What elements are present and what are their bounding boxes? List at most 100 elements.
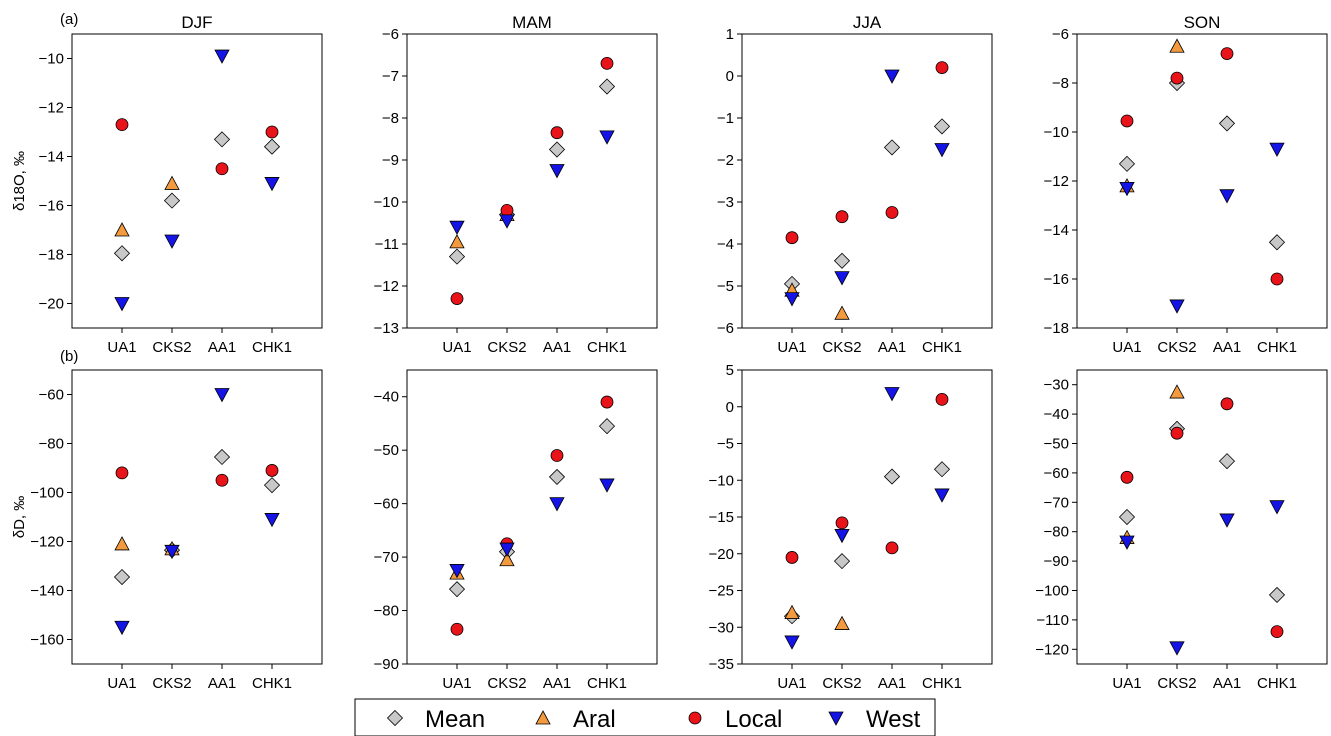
local-point — [550, 449, 564, 462]
local-point — [1270, 625, 1284, 639]
west-point — [599, 130, 615, 145]
local-point — [1120, 114, 1134, 128]
x-tick-label: CKS2 — [152, 675, 191, 692]
y-tick-label: −50 — [374, 442, 399, 459]
x-tick-label: UA1 — [107, 339, 136, 356]
mean-point — [548, 141, 566, 158]
x-tick-label: AA1 — [878, 675, 906, 692]
aral-point — [449, 234, 465, 249]
local-point — [1220, 47, 1234, 60]
y-tick-label: −160 — [30, 632, 64, 649]
panels: −20 −18 −16 −14 −12 −10 UA1 CKS2 AA1 CHK1 DJF δ18O,… — [11, 13, 1328, 692]
y-tick-label: −60 — [39, 387, 64, 404]
y-tick-label: −6 — [382, 26, 399, 43]
mean-point — [1268, 586, 1286, 603]
x-tick-label: CKS2 — [487, 675, 526, 692]
y-tick-label: −100 — [30, 485, 64, 502]
panel-a-1: −20 −18 −16 −14 −12 −10 UA1 CKS2 AA1 CHK1 DJF δ18O,… — [11, 13, 323, 356]
y-tick-label: −14 — [39, 149, 64, 166]
west-point — [549, 497, 565, 512]
mean-point — [833, 252, 851, 269]
local-point — [785, 231, 799, 245]
west-point — [884, 387, 900, 402]
y-tick-label: −70 — [374, 549, 399, 566]
y-tick-label: −10 — [374, 194, 399, 211]
y-tick-label: −20 — [709, 546, 734, 563]
y-tick-label: −5 — [717, 436, 734, 453]
y-tick-label: −15 — [709, 509, 734, 526]
y-tick-label: −140 — [30, 583, 64, 600]
y-tick-label: −80 — [39, 436, 64, 453]
y-tick-label: −7 — [382, 68, 399, 85]
legend-label-local: Local — [725, 706, 782, 733]
west-point — [1169, 641, 1185, 656]
west-point — [214, 49, 230, 64]
aral-point — [114, 536, 130, 551]
plot-frame — [1076, 33, 1328, 329]
x-tick-label: CKS2 — [1157, 339, 1196, 356]
legend-label-west: West — [866, 706, 921, 733]
west-point — [834, 271, 850, 286]
y-tick-label: −120 — [1035, 641, 1069, 658]
local-point — [450, 292, 464, 306]
local-point — [1120, 470, 1134, 484]
mean-point — [883, 139, 901, 156]
mean-point — [113, 245, 131, 262]
west-point — [549, 164, 565, 179]
local-point — [885, 206, 899, 219]
mean-point — [1118, 155, 1136, 172]
x-tick-label: UA1 — [1112, 675, 1141, 692]
panel-title: JJA — [853, 13, 882, 32]
aral-point — [114, 222, 130, 237]
mean-point — [598, 78, 616, 95]
local-point — [600, 395, 614, 409]
mean-point — [263, 477, 281, 494]
west-point — [1219, 189, 1235, 204]
local-point — [885, 541, 899, 555]
panel-a-3: −6 −5 −4 −3 −2 −1 0 1 UA1 CKS2 AA1 CHK1 JJA — [717, 13, 993, 356]
x-tick-label: CHK1 — [1257, 675, 1297, 692]
west-point — [1219, 513, 1235, 528]
x-tick-label: AA1 — [208, 675, 236, 692]
x-tick-label: CHK1 — [922, 339, 962, 356]
local-point — [1270, 272, 1284, 286]
y-tick-label: −120 — [30, 534, 64, 551]
panel-b-3: −35 −30 −25 −20 −15 −10 −5 0 5 UA1 CKS2 AA1 CHK1 — [709, 362, 993, 692]
west-point — [114, 620, 130, 636]
panel-title: DJF — [181, 13, 212, 32]
y-tick-label: −80 — [1044, 524, 1069, 541]
local-point — [785, 551, 799, 564]
y-tick-label: −10 — [1044, 124, 1069, 141]
y-tick-label: −3 — [717, 194, 734, 211]
y-tick-label: −25 — [709, 583, 734, 600]
y-tick-label: −13 — [374, 320, 399, 337]
west-point — [884, 69, 900, 84]
legend-marker-west — [828, 711, 844, 726]
mean-point — [213, 131, 231, 148]
mean-point — [598, 418, 616, 435]
y-tick-label: −4 — [717, 236, 734, 253]
aral-point — [834, 615, 850, 630]
aral-point — [164, 175, 180, 190]
y-axis-label: δ18O, ‰ — [11, 151, 28, 211]
legend-label-aral: Aral — [573, 706, 616, 733]
y-tick-label: −16 — [39, 198, 64, 215]
mean-point — [263, 138, 281, 155]
y-tick-label: −80 — [374, 603, 399, 620]
x-tick-label: CKS2 — [822, 675, 861, 692]
west-point — [449, 220, 465, 236]
y-tick-label: −10 — [39, 51, 64, 68]
west-point — [1119, 535, 1135, 550]
local-point — [1170, 71, 1184, 85]
y-tick-label: −18 — [39, 247, 64, 264]
x-tick-label: CHK1 — [252, 675, 292, 692]
y-tick-label: −12 — [39, 100, 64, 117]
local-point — [265, 125, 279, 139]
y-tick-label: −40 — [374, 389, 399, 406]
x-tick-label: CHK1 — [252, 339, 292, 356]
plot-frame — [71, 33, 323, 329]
aral-point — [784, 604, 800, 619]
mean-point — [1218, 453, 1236, 470]
mean-point — [933, 118, 951, 135]
